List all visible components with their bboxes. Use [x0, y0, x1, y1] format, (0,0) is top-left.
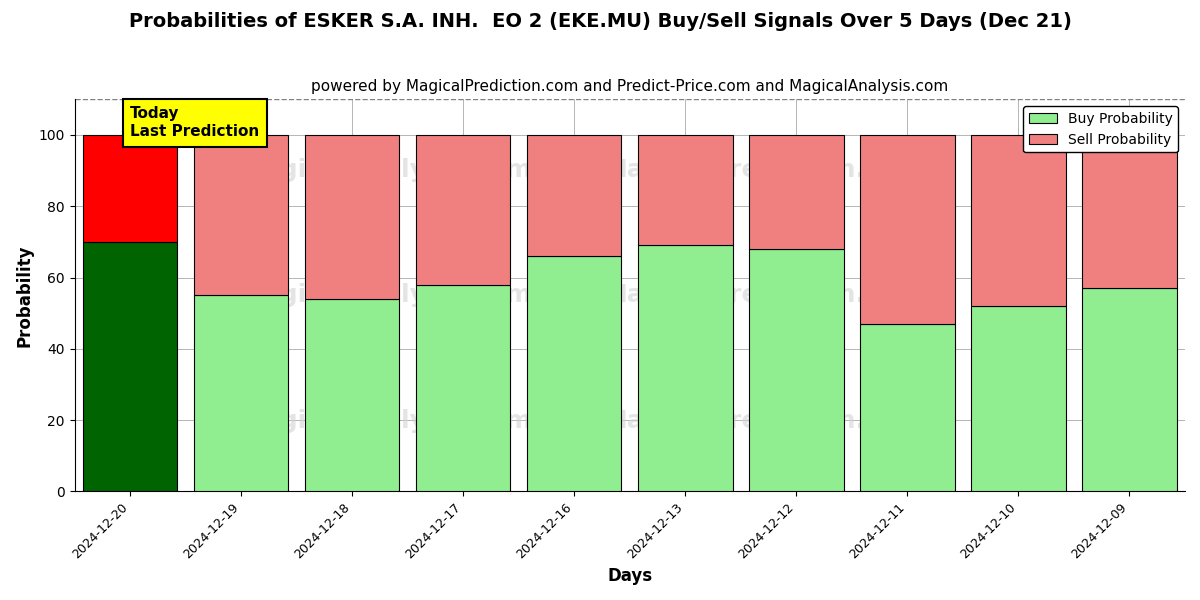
- Text: MagicalAnalysis.com: MagicalAnalysis.com: [239, 283, 533, 307]
- Bar: [1082, 288, 1177, 491]
- Bar: [305, 299, 400, 491]
- Bar: [638, 135, 732, 245]
- Text: Probabilities of ESKER S.A. INH.  EO 2 (EKE.MU) Buy/Sell Signals Over 5 Days (De: Probabilities of ESKER S.A. INH. EO 2 (E…: [128, 12, 1072, 31]
- Bar: [194, 135, 288, 295]
- Bar: [749, 249, 844, 491]
- Bar: [527, 135, 622, 256]
- Text: MagicalAnalysis.com: MagicalAnalysis.com: [239, 158, 533, 182]
- X-axis label: Days: Days: [607, 567, 653, 585]
- Title: powered by MagicalPrediction.com and Predict-Price.com and MagicalAnalysis.com: powered by MagicalPrediction.com and Pre…: [311, 79, 948, 94]
- Y-axis label: Probability: Probability: [16, 244, 34, 347]
- Bar: [971, 135, 1066, 306]
- Text: MagicalPrediction.com: MagicalPrediction.com: [602, 409, 924, 433]
- Legend: Buy Probability, Sell Probability: Buy Probability, Sell Probability: [1024, 106, 1178, 152]
- Text: Today
Last Prediction: Today Last Prediction: [130, 106, 259, 139]
- Bar: [83, 135, 178, 242]
- Bar: [860, 324, 955, 491]
- Text: MagicalPrediction.com: MagicalPrediction.com: [602, 283, 924, 307]
- Bar: [194, 295, 288, 491]
- Bar: [1082, 135, 1177, 288]
- Bar: [638, 245, 732, 491]
- Bar: [416, 135, 510, 284]
- Bar: [971, 306, 1066, 491]
- Bar: [527, 256, 622, 491]
- Bar: [749, 135, 844, 249]
- Text: MagicalPrediction.com: MagicalPrediction.com: [602, 158, 924, 182]
- Bar: [305, 135, 400, 299]
- Text: MagicalAnalysis.com: MagicalAnalysis.com: [239, 409, 533, 433]
- Bar: [83, 242, 178, 491]
- Bar: [860, 135, 955, 324]
- Bar: [416, 284, 510, 491]
